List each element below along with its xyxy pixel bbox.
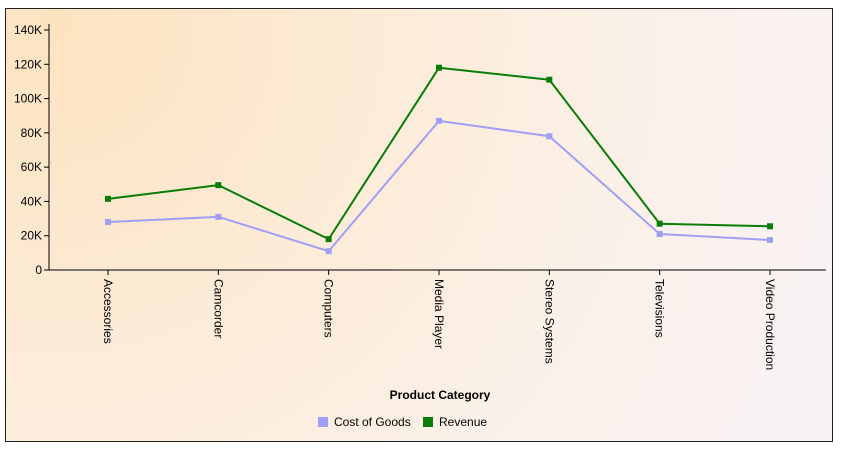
x-tick-label: Stereo Systems	[542, 279, 556, 364]
series-1	[105, 64, 773, 243]
legend-swatch	[423, 417, 433, 427]
y-tick-label: 120K	[14, 57, 42, 71]
data-point	[436, 64, 442, 71]
data-point	[546, 133, 553, 140]
y-tick-label: 60K	[21, 160, 42, 174]
y-tick-label: 100K	[14, 92, 42, 106]
series-layer	[105, 64, 773, 255]
x-tick-label: Video Production	[763, 279, 777, 370]
data-point	[767, 237, 773, 243]
y-tick-label: 40K	[21, 194, 42, 208]
data-point	[436, 117, 442, 124]
series-line	[107, 66, 771, 241]
x-tick-label: Camcorder	[211, 279, 225, 338]
y-tick-label: 20K	[21, 229, 42, 243]
data-point	[546, 76, 553, 83]
legend: Cost of Goods Revenue	[318, 415, 487, 429]
y-axis: 0 20K 40K 60K 80K 100K 120K 140K	[14, 23, 50, 277]
x-tick-label: Computers	[322, 279, 336, 338]
data-point	[215, 182, 222, 189]
legend-label: Revenue	[439, 415, 487, 429]
data-point	[325, 236, 332, 243]
data-point	[215, 213, 222, 220]
legend-label: Cost of Goods	[334, 415, 411, 429]
data-point	[105, 195, 111, 202]
data-point	[767, 223, 773, 230]
data-point	[105, 219, 111, 225]
y-tick-label: 80K	[21, 126, 42, 140]
x-axis-title: Product Category	[390, 388, 491, 402]
x-axis: Accessories Camcorder Computers Media Playe…	[49, 269, 826, 370]
legend-swatch	[318, 417, 328, 427]
x-tick-label: Televisions	[653, 279, 667, 338]
data-point	[656, 220, 663, 227]
x-tick-label: Media Player	[432, 279, 446, 349]
series-0	[105, 117, 773, 255]
data-point	[325, 248, 332, 255]
y-tick-label: 140K	[14, 23, 42, 37]
data-point	[656, 231, 663, 237]
y-tick-label: 0	[35, 263, 42, 277]
x-tick-label: Accessories	[101, 279, 115, 344]
